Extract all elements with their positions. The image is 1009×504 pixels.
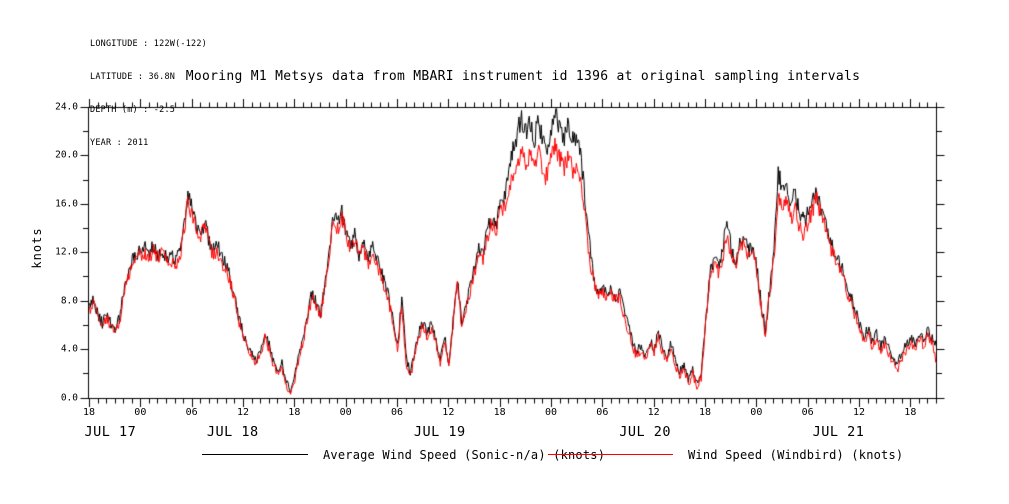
y-tick-label: 8.0 (60, 295, 78, 307)
x-tick-label: 06 (596, 407, 609, 418)
x-tick-label: 18 (698, 407, 712, 418)
day-label: JUL 20 (619, 424, 671, 440)
y-tick-label: 0.0 (60, 392, 78, 403)
x-tick-label: 00 (544, 407, 558, 418)
day-label: JUL 21 (812, 424, 865, 440)
x-tick-label: 18 (904, 407, 917, 418)
x-tick-label: 12 (442, 407, 455, 418)
x-tick-label: 18 (82, 407, 96, 418)
legend-line-sonic (202, 454, 308, 455)
legend-label-windbird: Wind Speed (Windbird) (knots) (688, 448, 904, 462)
y-tick-label: 16.0 (55, 198, 78, 210)
day-label: JUL 18 (206, 424, 259, 440)
x-tick-label: 18 (288, 407, 301, 418)
y-tick-label: 24.0 (55, 101, 78, 113)
chart-title: Mooring M1 Metsys data from MBARI instru… (185, 69, 861, 84)
x-tick-label: 12 (236, 407, 250, 418)
day-label: JUL 17 (84, 424, 137, 440)
legend: Average Wind Speed (Sonic-n/a) (knots) W… (0, 447, 1009, 467)
x-tick-label: 06 (390, 407, 404, 418)
metadata-year: YEAR : 2011 (90, 138, 149, 148)
legend-line-windbird (548, 454, 673, 455)
legend-label-sonic: Average Wind Speed (Sonic-n/a) (knots) (323, 448, 606, 462)
x-tick-label: 00 (339, 407, 352, 418)
x-tick-label: 18 (493, 407, 506, 418)
metadata-latitude: LATITUDE : 36.8N (90, 72, 176, 82)
metadata-depth: DEPTH (m) : -2.5 (90, 105, 176, 115)
x-tick-label: 06 (185, 407, 198, 418)
y-tick-label: 20.0 (55, 149, 78, 161)
x-tick-label: 00 (750, 407, 763, 418)
x-tick-label: 12 (852, 407, 866, 418)
y-tick-label: 4.0 (60, 343, 78, 355)
metadata-block: LONGITUDE : 122W(-122) LATITUDE : 36.8N … (90, 17, 207, 171)
x-tick-label: 00 (134, 407, 147, 418)
x-tick-label: 12 (647, 407, 660, 418)
day-label: JUL 19 (413, 424, 466, 440)
y-tick-label: 12.0 (55, 246, 78, 258)
x-tick-label: 06 (801, 407, 814, 418)
metadata-longitude: LONGITUDE : 122W(-122) (90, 39, 207, 49)
